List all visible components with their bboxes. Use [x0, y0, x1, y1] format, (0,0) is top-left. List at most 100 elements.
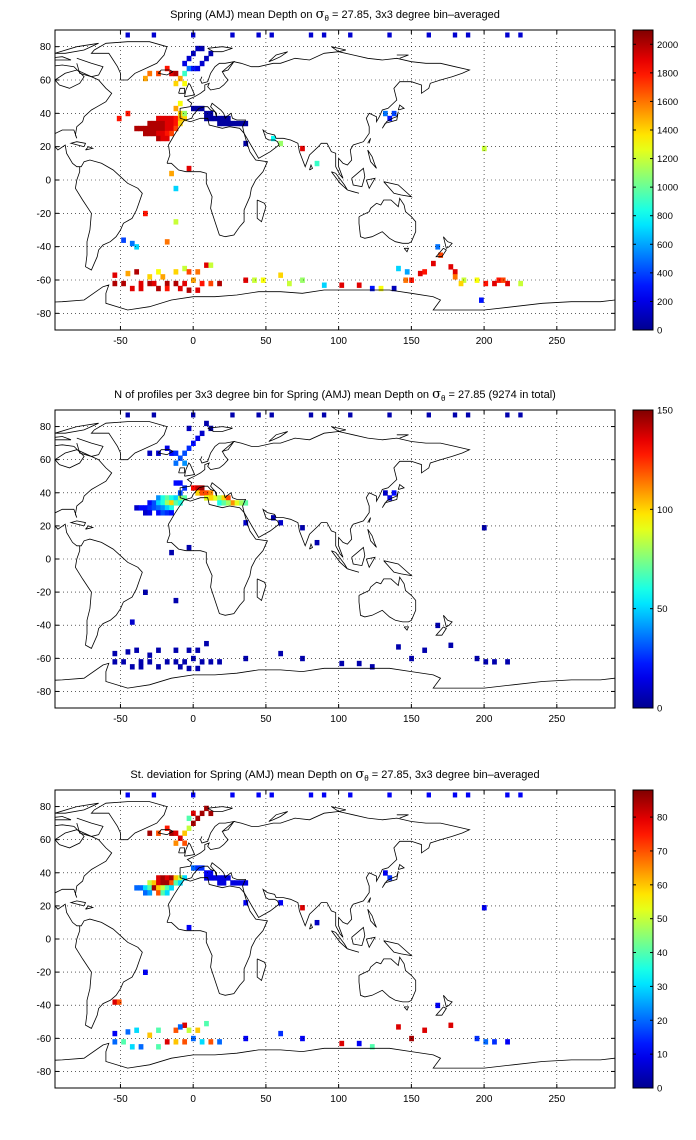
coastline	[397, 483, 405, 490]
data-cell	[243, 120, 249, 127]
data-cell	[160, 274, 166, 280]
data-cell	[321, 282, 327, 288]
data-cell	[160, 875, 166, 881]
data-cell	[217, 115, 222, 122]
coastline	[90, 421, 168, 461]
data-cell	[138, 1044, 144, 1050]
colorbar-tick-label: 10	[657, 1050, 668, 1061]
data-cell	[208, 810, 214, 817]
data-cell	[173, 219, 179, 225]
coastline	[76, 817, 104, 837]
colorbar	[632, 409, 654, 709]
data-cell	[138, 664, 144, 670]
data-cell	[173, 659, 179, 665]
data-cell	[448, 642, 454, 648]
data-cell	[173, 840, 179, 846]
data-cell	[212, 495, 218, 501]
coastline	[443, 236, 453, 249]
coastline	[200, 440, 236, 464]
data-cell	[147, 120, 153, 127]
data-cell	[230, 792, 235, 798]
data-cell	[195, 45, 201, 52]
data-cell	[177, 75, 183, 82]
data-cell	[164, 120, 170, 127]
data-cell	[435, 622, 441, 629]
data-cell	[191, 810, 196, 817]
coastline	[69, 141, 87, 148]
data-cell	[518, 412, 523, 418]
data-cell	[387, 32, 392, 38]
y-tick-label: 80	[40, 42, 52, 53]
y-tick-label: -20	[37, 209, 52, 220]
y-tick-label: 80	[40, 802, 52, 813]
colorbar-tick-label: 600	[657, 240, 673, 251]
coastline	[178, 467, 185, 474]
data-cell	[164, 890, 170, 896]
coastline	[268, 51, 288, 63]
coastline	[383, 940, 413, 957]
y-tick-label: -60	[37, 654, 52, 665]
data-cell	[212, 115, 218, 122]
y-tick-label: 40	[40, 109, 52, 120]
data-cell	[278, 272, 284, 278]
y-tick-label: 40	[40, 868, 52, 879]
coastline	[397, 863, 405, 870]
data-cell	[217, 880, 222, 886]
x-tick-label: 50	[260, 336, 272, 347]
coastline	[55, 1042, 615, 1069]
data-cell	[173, 647, 179, 653]
data-cell	[177, 455, 183, 461]
x-tick-label: -50	[113, 1094, 128, 1105]
map-area	[55, 32, 615, 311]
data-cell	[173, 880, 179, 886]
data-cell	[156, 664, 161, 670]
data-cell	[300, 525, 305, 531]
data-cell	[269, 792, 274, 798]
data-cell	[448, 1022, 454, 1028]
data-cell	[112, 999, 118, 1005]
data-cell	[186, 815, 192, 822]
data-cell	[160, 135, 166, 142]
data-cell	[204, 110, 209, 117]
data-cell	[452, 32, 458, 38]
colorbar-tick-label: 70	[657, 846, 668, 857]
coastline	[358, 197, 417, 244]
data-cell	[186, 544, 192, 551]
colorbar-tick-label: 60	[657, 880, 668, 891]
data-cell	[147, 510, 153, 516]
data-cell	[112, 1039, 118, 1045]
data-cell	[239, 500, 244, 506]
coastline	[157, 829, 174, 836]
y-tick-label: 20	[40, 142, 52, 153]
colorbar-tick-label: 400	[657, 268, 673, 279]
data-cell	[164, 1039, 170, 1045]
data-cell	[147, 880, 153, 886]
data-cell	[195, 105, 201, 112]
data-cell	[116, 115, 122, 122]
data-cell	[387, 412, 392, 418]
data-cell	[169, 115, 174, 122]
data-cell	[452, 412, 458, 418]
coastline	[347, 568, 360, 573]
data-cell	[169, 510, 174, 516]
data-cell	[234, 500, 240, 506]
coastline	[365, 177, 376, 190]
data-cell	[208, 495, 214, 501]
data-cell	[182, 80, 188, 87]
coastline	[85, 525, 95, 530]
colorbar-tick-label: 150	[657, 406, 673, 417]
colorbar-tick-label: 80	[657, 813, 668, 824]
coastline	[367, 149, 377, 169]
coastline	[443, 995, 453, 1008]
data-cell	[143, 505, 148, 511]
data-cell	[300, 1035, 305, 1042]
data-cell	[481, 145, 487, 152]
colorbar-tick-label: 1400	[657, 126, 678, 137]
data-cell	[308, 32, 314, 38]
data-cell	[221, 880, 227, 886]
data-cell	[300, 277, 305, 283]
data-cell	[164, 500, 170, 506]
data-cell	[321, 792, 327, 798]
y-tick-label: 60	[40, 455, 52, 466]
